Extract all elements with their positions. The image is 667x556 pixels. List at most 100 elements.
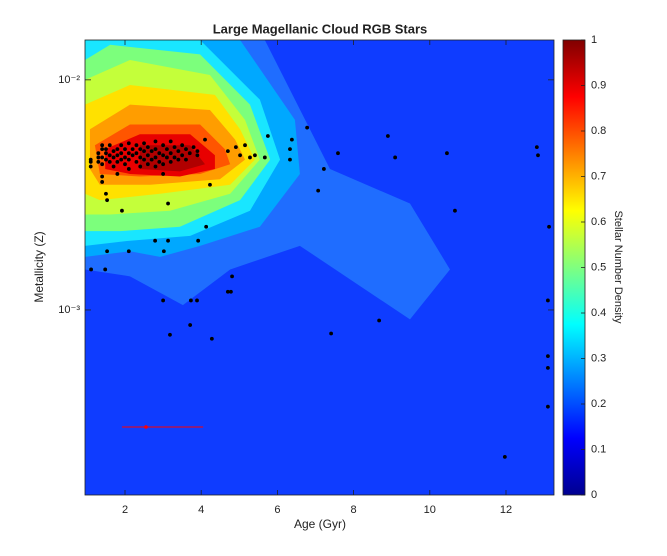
star-point bbox=[153, 155, 158, 160]
colorbar-tick-label: 0.3 bbox=[591, 352, 606, 364]
star-point bbox=[100, 143, 105, 148]
star-point bbox=[149, 157, 154, 162]
star-point bbox=[100, 147, 105, 152]
star-point bbox=[153, 238, 158, 243]
star-point bbox=[119, 151, 124, 156]
star-point bbox=[153, 139, 158, 144]
star-point bbox=[123, 147, 127, 152]
star-point bbox=[445, 151, 449, 156]
star-point bbox=[111, 149, 116, 154]
star-point bbox=[145, 145, 150, 150]
colorbar-tick-label: 0.7 bbox=[591, 170, 606, 182]
x-tick-label: 10 bbox=[424, 504, 436, 516]
star-point bbox=[161, 162, 166, 167]
star-point bbox=[100, 180, 105, 184]
star-point bbox=[165, 147, 169, 152]
x-tick-label: 4 bbox=[198, 504, 204, 516]
colorbar-tick-label: 0 bbox=[591, 489, 597, 501]
x-tick-label: 2 bbox=[122, 504, 128, 516]
star-point bbox=[329, 331, 334, 336]
star-point bbox=[104, 157, 108, 162]
star-point bbox=[289, 137, 294, 142]
star-point bbox=[119, 143, 124, 148]
star-point bbox=[157, 159, 162, 164]
star-point bbox=[546, 404, 550, 409]
star-point bbox=[536, 153, 540, 158]
star-point bbox=[238, 153, 242, 158]
star-point bbox=[138, 147, 143, 152]
star-point bbox=[134, 143, 139, 148]
star-point bbox=[161, 298, 166, 303]
star-point bbox=[265, 134, 270, 138]
colorbar-label: Stellar Number Density bbox=[612, 210, 624, 324]
star-point bbox=[120, 208, 124, 213]
star-point bbox=[134, 159, 139, 164]
star-point bbox=[168, 332, 172, 337]
x-tick-label: 6 bbox=[274, 504, 280, 516]
star-point bbox=[248, 155, 252, 160]
star-point bbox=[180, 153, 185, 158]
star-point bbox=[180, 143, 185, 148]
colorbar-tick-label: 0.2 bbox=[591, 398, 606, 410]
star-point bbox=[168, 159, 173, 164]
star-point bbox=[104, 191, 108, 196]
star-point bbox=[107, 153, 112, 158]
star-point bbox=[546, 298, 550, 303]
star-point bbox=[204, 224, 209, 229]
star-point bbox=[145, 153, 150, 158]
star-point bbox=[233, 145, 238, 150]
star-point bbox=[534, 145, 539, 150]
star-point bbox=[88, 164, 93, 169]
y-tick-label: 10⁻² bbox=[58, 74, 80, 86]
star-point bbox=[142, 141, 146, 146]
star-point bbox=[547, 224, 551, 229]
star-point bbox=[187, 151, 192, 156]
star-point bbox=[142, 149, 146, 154]
y-axis-label: Metallicity (Z) bbox=[32, 231, 46, 302]
star-point bbox=[149, 149, 154, 154]
star-point bbox=[115, 159, 120, 164]
star-point bbox=[126, 249, 131, 254]
star-point bbox=[161, 153, 166, 158]
star-point bbox=[138, 155, 143, 160]
star-point bbox=[176, 157, 181, 162]
star-point bbox=[453, 208, 457, 213]
star-point bbox=[138, 164, 143, 169]
star-point bbox=[393, 155, 398, 160]
star-point bbox=[316, 188, 321, 193]
star-point bbox=[225, 289, 230, 294]
star-point bbox=[189, 298, 193, 303]
star-point bbox=[161, 249, 166, 254]
star-point bbox=[188, 323, 193, 327]
star-point bbox=[107, 143, 112, 148]
star-point bbox=[96, 159, 101, 164]
star-point bbox=[157, 151, 162, 156]
colorbar-tick-label: 0.6 bbox=[591, 216, 606, 228]
star-point bbox=[229, 289, 233, 294]
star-point bbox=[253, 153, 257, 158]
star-point bbox=[321, 167, 326, 171]
star-point bbox=[243, 143, 247, 148]
star-point bbox=[165, 155, 169, 160]
star-point bbox=[134, 151, 139, 156]
star-point bbox=[195, 149, 200, 154]
colorbar-tick-label: 0.8 bbox=[591, 125, 606, 137]
star-point bbox=[111, 155, 116, 160]
x-tick-label: 12 bbox=[500, 504, 512, 516]
star-point bbox=[161, 143, 166, 148]
star-point bbox=[208, 182, 212, 187]
star-point bbox=[166, 238, 170, 243]
star-point bbox=[203, 137, 207, 142]
y-tick-label: 10⁻³ bbox=[58, 304, 80, 316]
star-point bbox=[103, 267, 108, 272]
star-point bbox=[153, 164, 158, 169]
star-point bbox=[172, 145, 177, 150]
star-point bbox=[130, 147, 135, 152]
star-point bbox=[123, 162, 127, 167]
colorbar-tick-label: 0.5 bbox=[591, 261, 606, 273]
colorbar-tick-label: 0.1 bbox=[591, 443, 606, 455]
star-point bbox=[196, 238, 201, 243]
star-point bbox=[288, 157, 292, 162]
star-point bbox=[104, 147, 108, 152]
